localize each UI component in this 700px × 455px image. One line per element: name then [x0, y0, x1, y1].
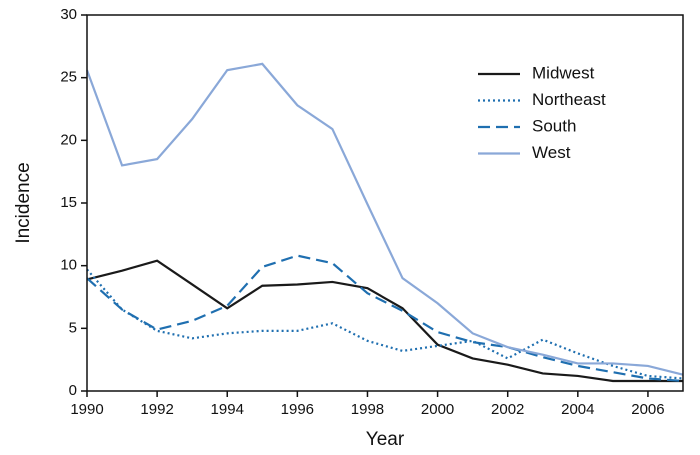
x-tick-label: 2000 — [421, 401, 454, 418]
x-axis-label: Year — [366, 429, 405, 450]
legend-label: Northeast — [532, 90, 606, 109]
x-tick-label: 2004 — [561, 401, 594, 418]
y-tick-label: 25 — [60, 69, 77, 86]
plot-frame — [86, 14, 684, 392]
x-tick-label: 1994 — [211, 401, 244, 418]
y-tick-label: 10 — [60, 257, 77, 274]
series-line — [86, 268, 684, 380]
y-tick-label: 15 — [60, 194, 77, 211]
series-line — [86, 254, 684, 383]
y-tick-label: 20 — [60, 131, 77, 148]
series-line — [86, 259, 683, 383]
legend-label: South — [532, 116, 576, 135]
x-tick-label: 2006 — [631, 401, 664, 418]
x-tick-label: 2002 — [491, 401, 524, 418]
y-tick-label: 30 — [60, 6, 77, 23]
x-tick-label: 1992 — [140, 401, 173, 418]
x-tick-label: 1998 — [351, 401, 384, 418]
y-tick-label: 0 — [69, 382, 77, 399]
x-tick-label: 1990 — [70, 401, 103, 418]
y-tick-label: 5 — [69, 319, 77, 336]
series-line — [85, 62, 684, 376]
x-tick-label: 1996 — [281, 401, 314, 418]
y-axis-label: Incidence — [13, 162, 34, 243]
legend-label: West — [532, 143, 571, 162]
legend-label: Midwest — [532, 63, 595, 82]
